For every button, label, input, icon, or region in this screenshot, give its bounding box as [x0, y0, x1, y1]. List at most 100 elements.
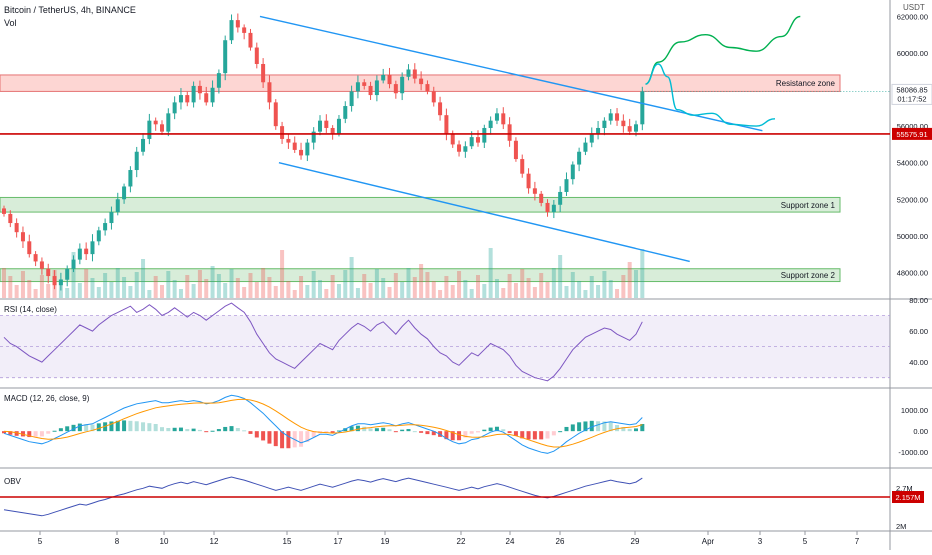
macd-hist-bar	[634, 428, 638, 432]
candle	[634, 124, 638, 132]
macd-hist-bar	[14, 431, 19, 436]
volume-bar	[526, 278, 531, 298]
candle	[84, 248, 89, 255]
candle	[58, 279, 63, 286]
x-tick-label: 26	[556, 537, 565, 546]
volume-bar	[444, 276, 449, 298]
x-tick-label: Apr	[702, 537, 715, 546]
candle	[166, 113, 171, 132]
candle	[147, 120, 152, 139]
macd-hist-bar	[235, 428, 240, 432]
candle	[343, 106, 348, 119]
candle	[336, 118, 341, 134]
price-tick-label: 50000.00	[897, 232, 928, 241]
volume-bar	[27, 280, 32, 298]
candle	[355, 82, 360, 92]
candle	[96, 230, 101, 242]
volume-bar	[558, 255, 563, 298]
candle	[242, 27, 247, 33]
candle	[539, 193, 544, 203]
candle	[551, 204, 556, 213]
candle	[438, 102, 443, 116]
candle	[46, 268, 51, 277]
macd-hist-bar	[191, 428, 196, 432]
macd-hist-bar	[141, 422, 146, 432]
volume-bar	[577, 281, 582, 298]
volume-bar	[261, 268, 266, 298]
obv-tick-label: 2.7M	[896, 484, 913, 493]
macd-hist-bar	[469, 431, 474, 434]
candle	[172, 102, 177, 114]
volume-bar	[229, 269, 234, 298]
candle	[229, 20, 234, 41]
volume-bar	[90, 278, 95, 298]
macd-hist-bar	[115, 420, 120, 432]
volume-bar	[602, 271, 607, 298]
volume-bar	[374, 269, 379, 298]
candle	[39, 261, 44, 269]
macd-hist-bar	[324, 431, 329, 433]
rsi-tick-label: 80.00	[909, 296, 928, 305]
x-tick-label: 24	[506, 537, 515, 546]
candle	[545, 202, 550, 213]
x-tick-label: 22	[457, 537, 466, 546]
volume-bar	[608, 280, 613, 298]
rsi-tick-label: 60.00	[909, 327, 928, 336]
volume-bar	[501, 288, 506, 298]
candle	[71, 259, 76, 269]
candle	[412, 69, 417, 79]
macd-hist-bar	[58, 428, 63, 432]
candle	[103, 223, 108, 231]
macd-hist-bar	[393, 431, 398, 433]
macd-hist-bar	[65, 426, 70, 432]
volume-bar	[286, 281, 291, 298]
volume-bar	[457, 271, 462, 298]
candle	[185, 95, 190, 103]
candle	[608, 113, 613, 121]
candle	[532, 188, 537, 194]
countdown: 01:17:52	[897, 94, 926, 103]
macd-hist-bar	[330, 431, 335, 434]
volume-bar	[488, 248, 493, 298]
macd-hist-bar	[507, 431, 512, 434]
macd-hist-bar	[406, 429, 411, 432]
macd-hist-bar	[242, 430, 247, 432]
macd-hist-bar	[577, 422, 582, 432]
volume-bar	[324, 289, 329, 298]
candle	[431, 91, 436, 103]
volume-bar	[551, 268, 556, 298]
macd-hist-bar	[589, 420, 594, 432]
macd-hist-bar	[368, 428, 373, 432]
macd-hist-bar	[564, 426, 569, 432]
price-tick-label: 62000.00	[897, 12, 928, 21]
candle	[280, 126, 285, 139]
volume-bar	[640, 249, 645, 298]
projection-bearish	[645, 63, 776, 127]
macd-hist-bar	[457, 431, 462, 441]
macd-hist-bar	[39, 431, 44, 437]
candle	[261, 63, 266, 83]
volume-bar	[128, 286, 133, 298]
candle	[330, 127, 335, 134]
volume-bar	[343, 270, 348, 298]
candle	[406, 69, 411, 77]
volume-bar	[210, 266, 215, 298]
x-tick-label: 3	[758, 537, 763, 546]
candle	[349, 91, 354, 107]
candle	[577, 151, 582, 165]
obv-badge-box	[892, 491, 924, 503]
candle	[381, 74, 386, 81]
volume-bar	[65, 288, 70, 298]
candle	[90, 241, 95, 255]
candle	[109, 212, 114, 224]
macd-hist-bar	[122, 420, 127, 432]
macd-hist-bar	[545, 431, 550, 439]
volume-bar	[46, 284, 51, 298]
volume-bar	[2, 268, 6, 298]
macd-hist-bar	[172, 427, 177, 432]
macd-hist-bar	[223, 426, 228, 432]
macd-hist-bar	[178, 427, 183, 432]
volume-bar	[103, 273, 108, 298]
rsi-line	[3, 302, 643, 382]
